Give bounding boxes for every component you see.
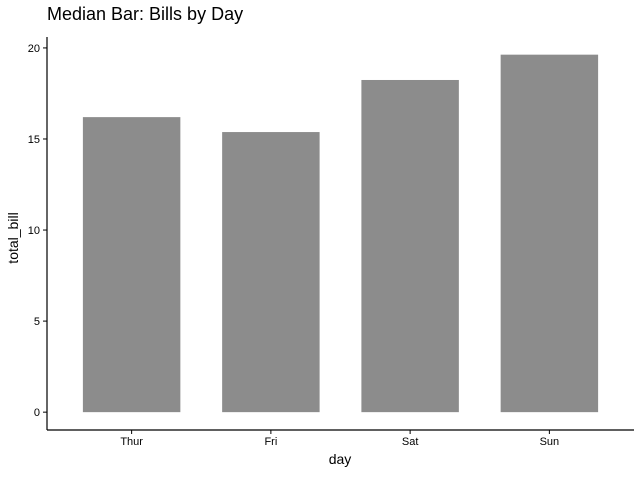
x-axis-label: day	[329, 451, 352, 467]
x-tick-label-sat: Sat	[402, 436, 419, 448]
bar-thur	[82, 117, 181, 413]
y-tick-label-5: 5	[34, 316, 40, 328]
y-tick-label-0: 0	[34, 407, 40, 419]
y-ticks: 0 5 10 15 20	[28, 43, 47, 419]
bar-fri	[222, 132, 320, 413]
x-tick-label-sun: Sun	[540, 436, 560, 448]
y-axis-label: total_bill	[5, 212, 21, 263]
y-tick-label-10: 10	[28, 225, 40, 237]
bar-sun	[500, 54, 599, 413]
bars-layer	[82, 54, 599, 413]
x-tick-label-thur: Thur	[120, 436, 143, 448]
chart-title: Median Bar: Bills by Day	[47, 4, 243, 24]
bar-sat	[361, 79, 459, 413]
y-tick-label-15: 15	[28, 134, 40, 146]
x-ticks: Thur Fri Sat Sun	[120, 430, 559, 448]
y-tick-label-20: 20	[28, 43, 40, 55]
x-tick-label-fri: Fri	[264, 436, 277, 448]
